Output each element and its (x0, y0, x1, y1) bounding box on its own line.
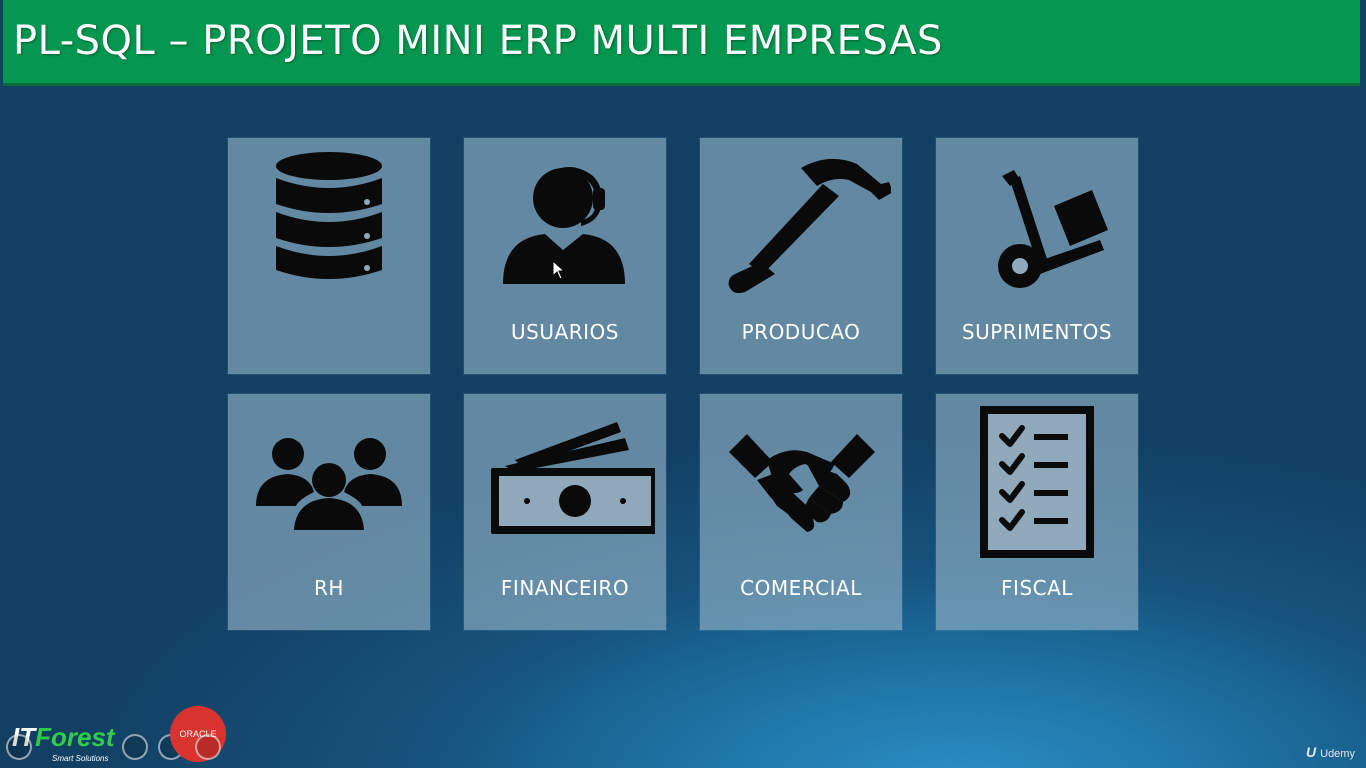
brand-tagline: Smart Solutions (52, 754, 109, 763)
module-label: PRODUCAO (741, 320, 861, 344)
mouse-cursor-icon (552, 260, 566, 280)
title-bar: PL-SQL – PROJETO MINI ERP MULTI EMPRESAS (3, 0, 1360, 86)
page-title: PL-SQL – PROJETO MINI ERP MULTI EMPRESAS (13, 18, 943, 64)
player-control-button[interactable] (6, 734, 32, 760)
checklist-icon (936, 402, 1138, 558)
hammer-icon (700, 146, 902, 296)
brand-forest: Forest (35, 722, 115, 752)
module-label: RH (314, 576, 344, 600)
module-tile-financeiro[interactable]: FINANCEIRO (464, 394, 666, 630)
module-label: FISCAL (1001, 576, 1073, 600)
udemy-watermark: U Udemy (1306, 744, 1355, 760)
module-label: FINANCEIRO (500, 576, 630, 600)
people-group-icon (228, 402, 430, 552)
module-tile-database[interactable] (228, 138, 430, 374)
more-options-icon[interactable] (195, 734, 221, 760)
module-tile-usuarios[interactable]: USUARIOS (464, 138, 666, 374)
udemy-logo-icon: U (1306, 744, 1317, 760)
module-label: USUARIOS (511, 320, 619, 344)
udemy-text: Udemy (1320, 748, 1355, 760)
hand-truck-icon (936, 146, 1138, 296)
player-control-button[interactable] (122, 734, 148, 760)
module-tile-suprimentos[interactable]: SUPRIMENTOS (936, 138, 1138, 374)
module-label: COMERCIAL (740, 576, 862, 600)
module-tile-rh[interactable]: RH (228, 394, 430, 630)
module-label: SUPRIMENTOS (961, 320, 1113, 344)
money-bills-icon (464, 402, 666, 552)
handshake-icon (700, 402, 902, 552)
user-headset-icon (464, 146, 666, 296)
module-tile-fiscal[interactable]: FISCAL (936, 394, 1138, 630)
module-tile-comercial[interactable]: COMERCIAL (700, 394, 902, 630)
module-tile-producao[interactable]: PRODUCAO (700, 138, 902, 374)
database-icon (228, 146, 430, 296)
